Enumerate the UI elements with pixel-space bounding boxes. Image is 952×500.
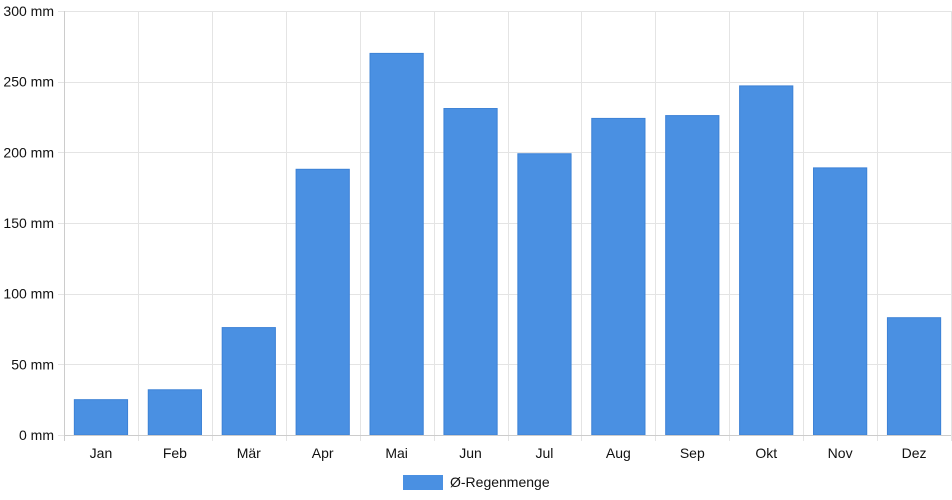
y-tick-label: 100 mm	[3, 286, 54, 302]
x-tick-label: Apr	[312, 445, 334, 461]
y-tick-label: 200 mm	[3, 144, 54, 160]
x-tick-label: Aug	[606, 445, 631, 461]
bar-Apr[interactable]	[295, 168, 350, 436]
x-tick-label: Mai	[385, 445, 408, 461]
bar-Dez[interactable]	[886, 317, 942, 436]
x-tick-label: Sep	[680, 445, 705, 461]
y-tick-label: 150 mm	[3, 215, 54, 231]
x-tick-label: Jul	[536, 445, 554, 461]
bar-Okt[interactable]	[739, 85, 794, 436]
x-tick-label: Jan	[90, 445, 113, 461]
x-tick-label: Okt	[755, 445, 777, 461]
grid-lines	[58, 11, 952, 441]
y-tick-labels: 0 mm 50 mm 100 mm 150 mm 200 mm 250 mm 300 mm	[3, 3, 54, 443]
bar-Nov[interactable]	[813, 167, 868, 436]
x-tick-label: Dez	[902, 445, 927, 461]
legend-swatch[interactable]	[403, 475, 443, 490]
x-tick-label: Nov	[828, 445, 853, 461]
bar-Mai[interactable]	[369, 52, 424, 436]
bar-Aug[interactable]	[591, 117, 646, 436]
bar-Sep[interactable]	[665, 115, 720, 436]
y-tick-label: 300 mm	[3, 3, 54, 19]
y-tick-label: 250 mm	[3, 74, 54, 90]
bars	[73, 52, 942, 436]
x-tick-label: Mär	[237, 445, 261, 461]
x-tick-label: Jun	[459, 445, 482, 461]
y-tick-label: 50 mm	[11, 356, 54, 372]
bar-Jul[interactable]	[517, 153, 572, 436]
x-tick-label: Feb	[163, 445, 187, 461]
bar-Mär[interactable]	[221, 327, 276, 436]
y-tick-label: 0 mm	[19, 427, 54, 443]
axes	[64, 11, 951, 441]
legend-label[interactable]: Ø-Regenmenge	[450, 474, 550, 490]
bar-Jun[interactable]	[443, 108, 498, 436]
x-tick-labels: Jan Feb Mär Apr Mai Jun Jul Aug Sep Okt Nov Dez	[90, 445, 927, 461]
legend[interactable]: Ø-Regenmenge	[403, 474, 550, 490]
bar-Jan[interactable]	[73, 399, 129, 436]
bar-Feb[interactable]	[147, 389, 202, 436]
